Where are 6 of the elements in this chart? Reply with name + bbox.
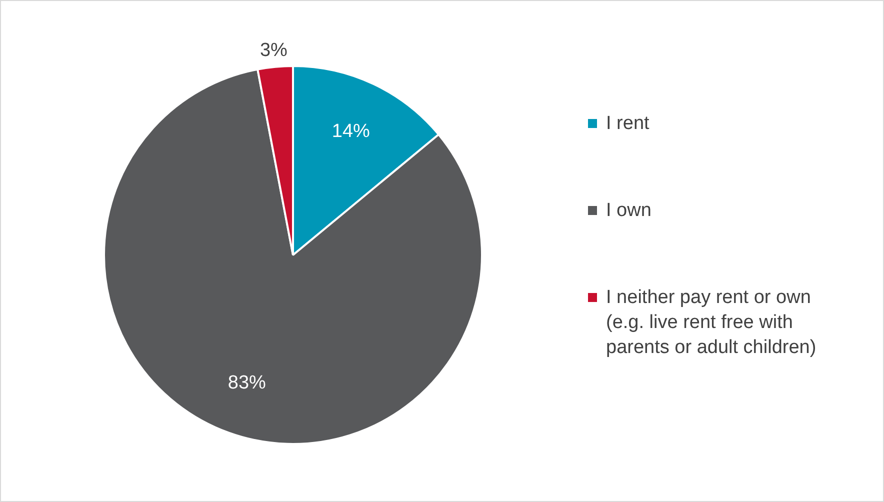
- legend-label: I neither pay rent or own (e.g. live rent free with parents or adult children): [606, 286, 818, 360]
- legend-label: I own: [606, 199, 652, 223]
- data-label: 14%: [332, 121, 370, 142]
- data-label: 83%: [228, 372, 266, 394]
- legend-label: I rent: [606, 112, 650, 136]
- data-label: 3%: [260, 40, 288, 62]
